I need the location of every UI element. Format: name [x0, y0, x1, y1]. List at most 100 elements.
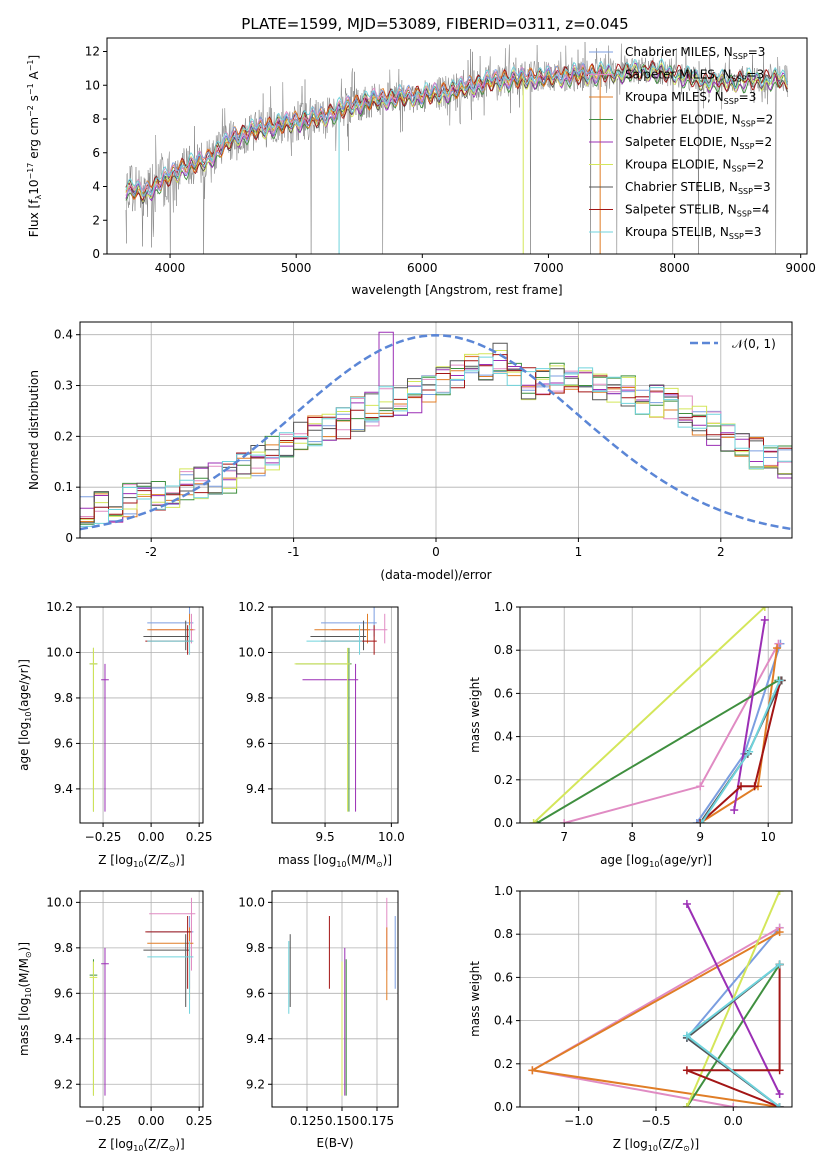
y-tick-label: 9.2 — [246, 1077, 265, 1091]
plot-area — [288, 897, 396, 1096]
model-marker-kroupa-miles — [147, 613, 194, 644]
model-marker-chabrier-elodie — [295, 647, 352, 812]
y-tick-label: 0.6 — [494, 970, 513, 984]
plot-area — [89, 607, 196, 812]
x-tick-label: 10.0 — [378, 830, 405, 844]
model-spectrum-salpeter-miles — [125, 63, 602, 197]
model-spectrum-chabrier-miles — [125, 62, 602, 197]
x-axis-label: mass [log10(M/M⊙)] — [278, 853, 392, 869]
x-tick-label: 0.150 — [325, 1114, 359, 1128]
y-axis-label: age [log10(age/yr)] — [17, 659, 33, 771]
gridlines — [80, 891, 203, 1107]
axes-z-age: −0.25 0.00 0.25 9.4 9.6 9.8 10.0 10.2 Z [log10(Z… — [17, 600, 213, 869]
y-tick-label: 0.4 — [54, 328, 73, 342]
model-marker-salpeter-elodie — [101, 947, 109, 1096]
y-tick-label: 9.8 — [54, 941, 73, 955]
y-tick-label: 0 — [65, 531, 73, 545]
model-marker-kroupa-stelib — [147, 625, 194, 655]
axes-frame — [519, 606, 793, 824]
weight-series-kroupa-stelib — [682, 960, 784, 1107]
model-marker-chabrier-miles — [147, 607, 194, 637]
x-tick-label: −0.5 — [641, 1114, 670, 1128]
chart-layer: 4000 5000 6000 7000 8000 9000024681012wavelen… — [17, 37, 816, 1153]
x-axis-label: Z [log10(Z/Z⊙)] — [98, 853, 184, 869]
plot-area — [80, 331, 792, 531]
gridlines — [272, 891, 398, 1107]
figure-title: PLATE=1599, MJD=53089, FIBERID=0311, z=0… — [241, 15, 628, 33]
y-tick-label: 10 — [85, 78, 100, 92]
x-tick-label: -1 — [288, 545, 300, 559]
weight-series-kroupa-elodie — [529, 607, 769, 823]
plot-area — [294, 607, 388, 812]
x-tick-label: 4000 — [155, 261, 186, 275]
y-tick-label: 0.4 — [494, 1014, 513, 1028]
model-marker-salpeter-elodie — [302, 663, 359, 812]
x-tick-label: 0.25 — [186, 830, 213, 844]
axes-frame — [271, 606, 399, 824]
x-tick-label: 7 — [560, 830, 568, 844]
gridlines — [80, 322, 792, 539]
x-tick-label: −1.0 — [564, 1114, 593, 1128]
x-tick-label: 8000 — [659, 261, 690, 275]
y-tick-label: 10.0 — [46, 645, 73, 659]
axes-frame — [271, 890, 399, 1108]
y-tick-label: 0.2 — [494, 773, 513, 787]
legend-entry: Chabrier STELIB, NSSP=3 — [625, 180, 771, 196]
y-tick-label: 0.8 — [494, 927, 513, 941]
legend-entry: Chabrier MILES, NSSP=3 — [625, 45, 765, 61]
model-marker-kroupa-elodie — [89, 961, 98, 1096]
x-axis-label: wavelength [Angstrom, rest frame] — [351, 283, 562, 297]
legend-entry: Salpeter ELODIE, NSSP=2 — [625, 135, 772, 151]
axes-frame — [79, 606, 204, 824]
y-tick-label: 0 — [92, 247, 100, 261]
y-tick-label: 9.4 — [54, 1032, 73, 1046]
y-tick-label: 0.0 — [494, 816, 513, 830]
y-tick-label: 1.0 — [494, 884, 513, 898]
x-tick-label: 0.0 — [724, 1114, 743, 1128]
y-tick-label: 10.0 — [238, 895, 265, 909]
legend-entry: Kroupa STELIB, NSSP=3 — [625, 225, 762, 241]
x-tick-label: 0.25 — [186, 1114, 213, 1128]
y-tick-label: 10.0 — [238, 645, 265, 659]
model-marker-chabrier-miles — [321, 607, 377, 637]
model-marker-salpeter-stelib — [145, 916, 192, 989]
x-tick-label: 2 — [717, 545, 725, 559]
model-marker-kroupa-elodie — [89, 647, 98, 812]
x-axis-label: age [log10(age/yr)] — [600, 853, 712, 869]
y-tick-label: 0.6 — [494, 686, 513, 700]
y-axis-label: Flux [fλ10−17 erg cm−2 s−1 A−1] — [26, 55, 43, 237]
axes-frame — [106, 37, 808, 255]
x-tick-label: 9 — [696, 830, 704, 844]
axes-residuals: -2 -1 0 1 2 0 0.1 0.2 0.3 0.4 𝒩(0, 1) (data-model)/… — [27, 321, 793, 582]
y-tick-label: 0.0 — [494, 1100, 513, 1114]
y-tick-label: 0.8 — [494, 643, 513, 657]
axes-mass-age: 9.5 10.0 9.4 9.6 9.8 10.0 10.2 mass [log10(M/M⊙… — [238, 600, 404, 869]
x-tick-label: 9.5 — [316, 830, 335, 844]
legend-entry: Kroupa MILES, NSSP=3 — [625, 90, 756, 106]
y-tick-label: 9.2 — [54, 1077, 73, 1091]
y-tick-label: 9.6 — [246, 986, 265, 1000]
x-tick-label: -2 — [145, 545, 157, 559]
model-marker-kroupa-stelib — [147, 941, 194, 1014]
x-tick-label: 0.175 — [360, 1114, 394, 1128]
axes-spectrum: 4000 5000 6000 7000 8000 9000 0 2 4 6 8 10 12 wavelen… — [26, 37, 816, 297]
model-marker-chabrier-stelib — [310, 620, 367, 651]
x-axis-label: (data-model)/error — [380, 568, 491, 582]
x-tick-label: −0.25 — [85, 1114, 122, 1128]
x-tick-label: 8 — [628, 830, 636, 844]
x-tick-label: 7000 — [533, 261, 564, 275]
weight-line — [536, 679, 779, 823]
axes-frame — [79, 890, 204, 1108]
weight-line — [686, 963, 781, 1107]
y-tick-label: 9.6 — [54, 736, 73, 750]
model-marker-salpeter-elodie — [101, 663, 109, 812]
y-tick-label: 0.4 — [494, 730, 513, 744]
y-tick-label: 9.8 — [246, 941, 265, 955]
y-axis-label: mass [log10(M/M⊙)] — [17, 942, 33, 1056]
legend-entry: Chabrier ELODIE, NSSP=2 — [625, 113, 773, 129]
plot-area — [89, 897, 196, 1096]
y-tick-label: 0.3 — [54, 379, 73, 393]
axes-age-weight: 7 8 9 10 0.0 0.2 0.4 0.6 0.8 1.0 age [log10(age/yr… — [468, 600, 793, 869]
y-tick-label: 4 — [92, 180, 100, 194]
